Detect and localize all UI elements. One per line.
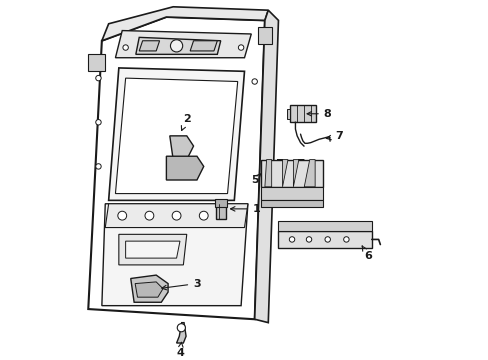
Text: 1: 1 xyxy=(230,204,260,214)
Polygon shape xyxy=(135,282,163,297)
Polygon shape xyxy=(254,10,278,323)
Polygon shape xyxy=(88,17,264,319)
Polygon shape xyxy=(102,7,268,41)
Polygon shape xyxy=(264,159,271,187)
Polygon shape xyxy=(105,204,247,228)
Polygon shape xyxy=(190,41,217,51)
Polygon shape xyxy=(108,68,244,201)
Circle shape xyxy=(238,45,244,50)
Polygon shape xyxy=(277,159,287,187)
Circle shape xyxy=(122,45,128,50)
Circle shape xyxy=(170,40,183,52)
Circle shape xyxy=(343,237,348,242)
Polygon shape xyxy=(139,41,159,51)
Polygon shape xyxy=(119,234,186,265)
Circle shape xyxy=(305,237,311,242)
Polygon shape xyxy=(115,78,237,194)
Polygon shape xyxy=(261,187,322,201)
Text: 2: 2 xyxy=(181,114,190,130)
Circle shape xyxy=(145,211,154,220)
Circle shape xyxy=(289,237,294,242)
Circle shape xyxy=(199,211,208,220)
Polygon shape xyxy=(88,54,105,71)
Polygon shape xyxy=(102,204,247,306)
Polygon shape xyxy=(215,204,225,219)
Polygon shape xyxy=(136,37,220,54)
Polygon shape xyxy=(286,109,290,119)
Polygon shape xyxy=(130,275,168,302)
Text: 6: 6 xyxy=(362,246,372,261)
Circle shape xyxy=(251,79,257,84)
Polygon shape xyxy=(278,221,371,231)
Polygon shape xyxy=(125,241,180,258)
Circle shape xyxy=(118,211,126,220)
Circle shape xyxy=(325,237,330,242)
Polygon shape xyxy=(304,159,314,187)
Text: 5: 5 xyxy=(250,174,261,185)
Circle shape xyxy=(172,211,181,220)
Text: 7: 7 xyxy=(326,131,343,141)
Circle shape xyxy=(177,324,185,332)
Polygon shape xyxy=(290,105,315,122)
Text: 4: 4 xyxy=(176,342,183,358)
Polygon shape xyxy=(169,136,193,159)
Polygon shape xyxy=(261,201,322,207)
Polygon shape xyxy=(261,159,322,187)
Polygon shape xyxy=(214,199,226,207)
Circle shape xyxy=(96,164,101,169)
Polygon shape xyxy=(176,323,186,343)
Circle shape xyxy=(96,75,101,81)
Polygon shape xyxy=(278,231,371,248)
Polygon shape xyxy=(258,27,271,44)
Polygon shape xyxy=(293,159,304,187)
Text: 3: 3 xyxy=(162,279,201,290)
Polygon shape xyxy=(166,156,203,180)
Polygon shape xyxy=(115,31,251,58)
Circle shape xyxy=(96,120,101,125)
Text: 8: 8 xyxy=(306,109,331,119)
